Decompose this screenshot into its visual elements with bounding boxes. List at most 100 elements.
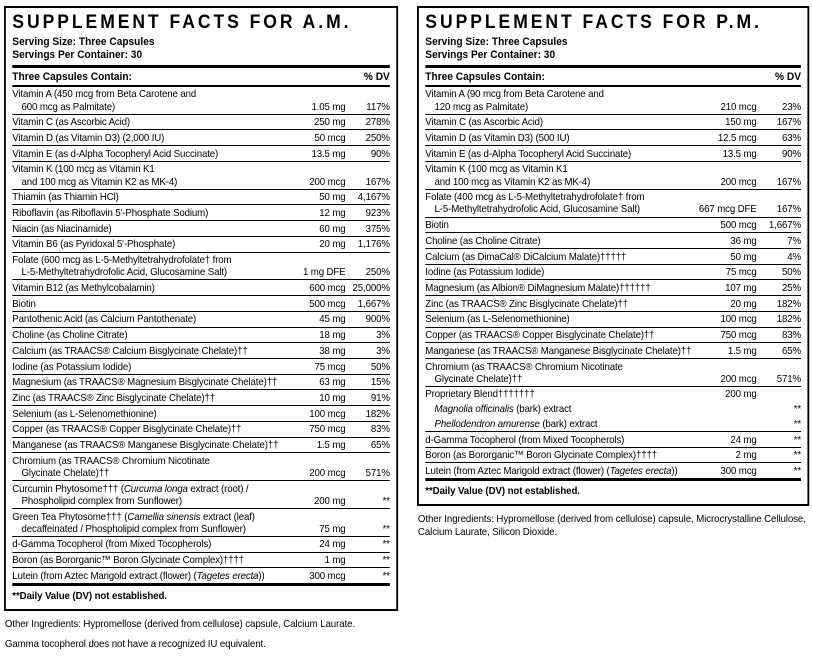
ingredient-dv: 3% <box>376 344 390 357</box>
ingredient-dv: 375% <box>365 222 390 235</box>
ingredient-name: Iodine (as Potassium Iodide) <box>12 360 132 373</box>
ingredient-name: Green Tea Phytosome††† (Camellia sinensi… <box>12 510 255 535</box>
ingredient-dv: 571% <box>365 466 390 479</box>
ingredient-dv: 167% <box>776 175 801 188</box>
table-header-pm: Three Capsules Contain: % DV <box>425 68 801 87</box>
ingredient-name: d-Gamma Tocopherol (from Mixed Tocophero… <box>12 538 212 551</box>
ingredient-name: Proprietary Blend††††††† <box>425 388 535 401</box>
panel-title-pm: SUPPLEMENT FACTS FOR P.M. <box>425 12 762 33</box>
ingredient-dv: ** <box>382 522 390 535</box>
ingredient-row: Vitamin K (100 mcg as Vitamin K1 and 100 … <box>425 162 801 190</box>
supplement-facts-panel-am: SUPPLEMENT FACTS FOR A.M. Serving Size: … <box>4 6 399 612</box>
ingredient-amount: 60 mg <box>319 222 346 235</box>
ingredient-name: Vitamin D (as Vitamin D3) (500 IU) <box>425 131 570 144</box>
ingredient-dv: 15% <box>370 376 390 389</box>
ingredient-row: Choline (as Choline Citrate) 18 mg 3% <box>12 328 390 344</box>
ingredient-amount: 300 mcg <box>720 464 757 477</box>
ingredient-name: Chromium (as TRAACS® Chromium Nicotinate… <box>12 454 210 479</box>
panel-title-am: SUPPLEMENT FACTS FOR A.M. <box>12 12 352 33</box>
ingredient-amount: 500 mcg <box>720 219 757 232</box>
ingredient-dv: 900% <box>365 313 390 326</box>
ingredient-dv: 182% <box>776 313 801 326</box>
ingredient-row: Folate (600 mcg as L-5-Methyltetrahydrof… <box>12 253 390 281</box>
ingredient-amount: 200 mcg <box>720 175 757 188</box>
ingredient-name: Vitamin C (as Ascorbic Acid) <box>12 116 130 129</box>
ingredient-name: Zinc (as TRAACS® Zinc Bisglycinate Chela… <box>12 391 216 404</box>
ingredient-row: Vitamin E (as d-Alpha Tocopheryl Acid Su… <box>425 146 801 162</box>
ingredient-amount: 107 mg <box>725 281 757 294</box>
contains-label-am: Three Capsules Contain: <box>12 70 132 83</box>
ingredient-amount: 20 mg <box>319 238 346 251</box>
ingredient-row: Vitamin C (as Ascorbic Acid) 150 mg 167% <box>425 115 801 131</box>
ingredient-amount: 250 mg <box>314 116 346 129</box>
ingredient-name: Vitamin K (100 mcg as Vitamin K1 and 100 … <box>425 163 591 188</box>
table-header-am: Three Capsules Contain: % DV <box>12 68 390 87</box>
ingredient-dv: 1,667% <box>768 219 801 232</box>
ingredient-row: Vitamin D (as Vitamin D3) (500 IU) 12.5 m… <box>425 130 801 147</box>
daily-value-footnote-pm: **Daily Value (DV) not established. <box>425 478 801 500</box>
ingredient-row: Vitamin K (100 mcg as Vitamin K1 and 100 … <box>12 162 390 190</box>
ingredient-row: Proprietary Blend††††††† 200 mg <box>425 387 801 402</box>
ingredient-row: Lutein (from Aztec Marigold extract (flo… <box>12 568 390 583</box>
ingredient-name: Thiamin (as Thiamin HCl) <box>12 191 119 204</box>
ingredient-amount: 75 mg <box>319 522 346 535</box>
ingredient-name: Vitamin C (as Ascorbic Acid) <box>425 116 543 129</box>
ingredient-name: Copper (as TRAACS® Copper Bisglycinate C… <box>12 423 242 436</box>
ingredient-row: Calcium (as TRAACS® Calcium Bisglycinate… <box>12 343 390 359</box>
ingredient-dv: 91% <box>370 391 390 404</box>
ingredient-dv: ** <box>793 433 801 446</box>
ingredient-amount: 50 mcg <box>314 131 346 144</box>
ingredient-name: Curcumin Phytosome††† (Curcuma longa ext… <box>12 482 249 507</box>
ingredient-name: Selenium (as L-Selenomethionine) <box>425 313 570 326</box>
ingredient-row: Vitamin A (90 mcg from Beta Carotene and… <box>425 87 801 115</box>
ingredient-dv: 4% <box>787 250 801 263</box>
ingredient-dv: 1,176% <box>357 238 390 251</box>
ingredient-name: Biotin <box>12 297 36 310</box>
ingredient-row: Vitamin A (450 mcg from Beta Carotene an… <box>12 87 390 115</box>
ingredient-amount: 200 mcg <box>309 466 346 479</box>
ingredient-dv: 25,000% <box>352 281 390 294</box>
ingredient-name: Biotin <box>425 219 449 232</box>
ingredient-row: Chromium (as TRAACS® Chromium Nicotinate… <box>425 359 801 387</box>
ingredient-row: Vitamin B12 (as Methylcobalamin) 600 mcg 2… <box>12 280 390 297</box>
divider <box>12 64 390 68</box>
ingredient-name: Niacin (as Niacinamide) <box>12 222 112 235</box>
ingredient-dv: 83% <box>370 423 390 436</box>
ingredient-amount: 24 mg <box>319 538 346 551</box>
ingredient-name: Choline (as Choline Citrate) <box>425 234 541 247</box>
ingredient-amount: 75 mcg <box>314 360 346 373</box>
ingredient-name: Iodine (as Potassium Iodide) <box>425 266 545 279</box>
ingredient-dv: 167% <box>365 175 390 188</box>
ingredient-name: Vitamin B12 (as Methylcobalamin) <box>12 281 155 294</box>
ingredient-amount: 200 mcg <box>309 175 346 188</box>
ingredient-amount: 1 mg DFE <box>302 266 346 279</box>
ingredient-dv: 63% <box>781 131 801 144</box>
ingredient-name: Zinc (as TRAACS® Zinc Bisglycinate Chela… <box>425 297 629 310</box>
ingredient-row: Calcium (as DimaCal® DiCalcium Malate)††… <box>425 249 801 265</box>
ingredient-amount: 750 mcg <box>720 329 757 342</box>
ingredient-name: Copper (as TRAACS® Copper Bisglycinate C… <box>425 329 655 342</box>
ingredient-name: Boron (as Bororganic™ Boron Glycinate Co… <box>425 449 658 462</box>
ingredient-dv: 167% <box>776 116 801 129</box>
daily-value-footnote-am: **Daily Value (DV) not established. <box>12 583 390 605</box>
ingredient-row: Zinc (as TRAACS® Zinc Bisglycinate Chela… <box>425 296 801 312</box>
ingredient-amount: 1.05 mg <box>311 100 346 113</box>
label-note: Other Ingredients: Hypromellose (derived… <box>417 513 806 539</box>
ingredient-amount: 210 mcg <box>720 100 757 113</box>
ingredient-row: Magnesium (as TRAACS® Magnesium Bisglyci… <box>12 375 390 391</box>
ingredient-amount: 63 mg <box>319 376 346 389</box>
ingredient-name: Phellodendron amurense (bark) extract <box>434 417 598 430</box>
servings-per-container-pm: Servings Per Container: 30 <box>425 48 556 61</box>
ingredient-row: Phellodendron amurense (bark) extract ** <box>425 416 801 433</box>
below-panel-notes-am: Other Ingredients: Hypromellose (derived… <box>4 611 398 651</box>
ingredient-dv: 3% <box>376 329 390 342</box>
ingredient-row: d-Gamma Tocopherol (from Mixed Tocophero… <box>12 537 390 553</box>
ingredient-row: Boron (as Bororganic™ Boron Glycinate Co… <box>425 448 801 464</box>
ingredient-name: Chromium (as TRAACS® Chromium Nicotinate… <box>425 360 623 385</box>
contains-label-pm: Three Capsules Contain: <box>425 70 545 83</box>
ingredient-amount: 13.5 mg <box>311 147 346 160</box>
ingredient-name: Magnesium (as Albion® DiMagnesium Malate… <box>425 281 651 294</box>
ingredient-dv: ** <box>793 464 801 477</box>
ingredient-dv: 4,167% <box>357 191 390 204</box>
ingredient-amount: 500 mcg <box>309 297 346 310</box>
